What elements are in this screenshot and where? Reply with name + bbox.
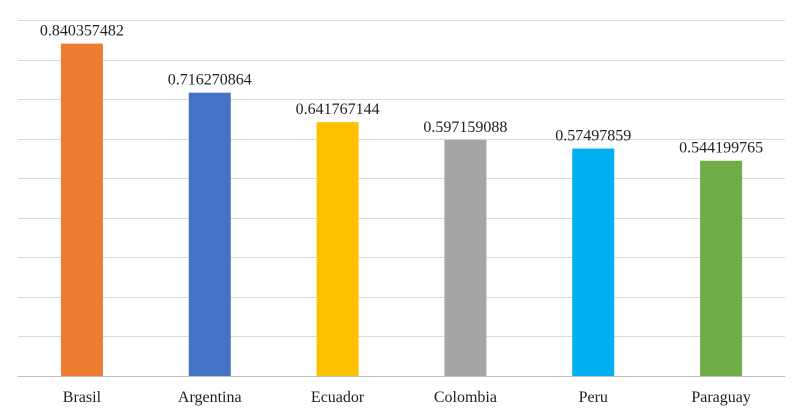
data-label-peru: 0.57497859 bbox=[555, 128, 631, 145]
x-tick-label-paraguay: Paraguay bbox=[691, 389, 751, 406]
bar-ecuador bbox=[316, 122, 359, 376]
x-tick-label-argentina: Argentina bbox=[178, 389, 242, 406]
x-tick-label-brasil: Brasil bbox=[63, 389, 102, 406]
bar-paraguay bbox=[700, 160, 743, 376]
x-tick-label-ecuador: Ecuador bbox=[311, 389, 365, 406]
data-labels: 0.840357482 0.716270864 0.641767144 0.59715… bbox=[40, 23, 763, 157]
data-label-colombia: 0.597159088 bbox=[423, 119, 507, 136]
bar-colombia bbox=[444, 139, 487, 376]
data-label-paraguay: 0.544199765 bbox=[679, 140, 763, 157]
bar-argentina bbox=[188, 92, 231, 376]
x-axis-tick-labels: Brasil Argentina Ecuador Colombia Peru Paragu… bbox=[63, 389, 751, 406]
bar-peru bbox=[572, 148, 615, 376]
data-label-argentina: 0.716270864 bbox=[168, 72, 252, 89]
bar-brasil bbox=[60, 43, 103, 377]
data-label-ecuador: 0.641767144 bbox=[296, 101, 380, 118]
x-tick-label-colombia: Colombia bbox=[434, 389, 497, 406]
data-label-brasil: 0.840357482 bbox=[40, 23, 124, 40]
x-tick-label-peru: Peru bbox=[579, 389, 608, 406]
bars bbox=[60, 43, 743, 377]
gridlines bbox=[18, 20, 785, 337]
